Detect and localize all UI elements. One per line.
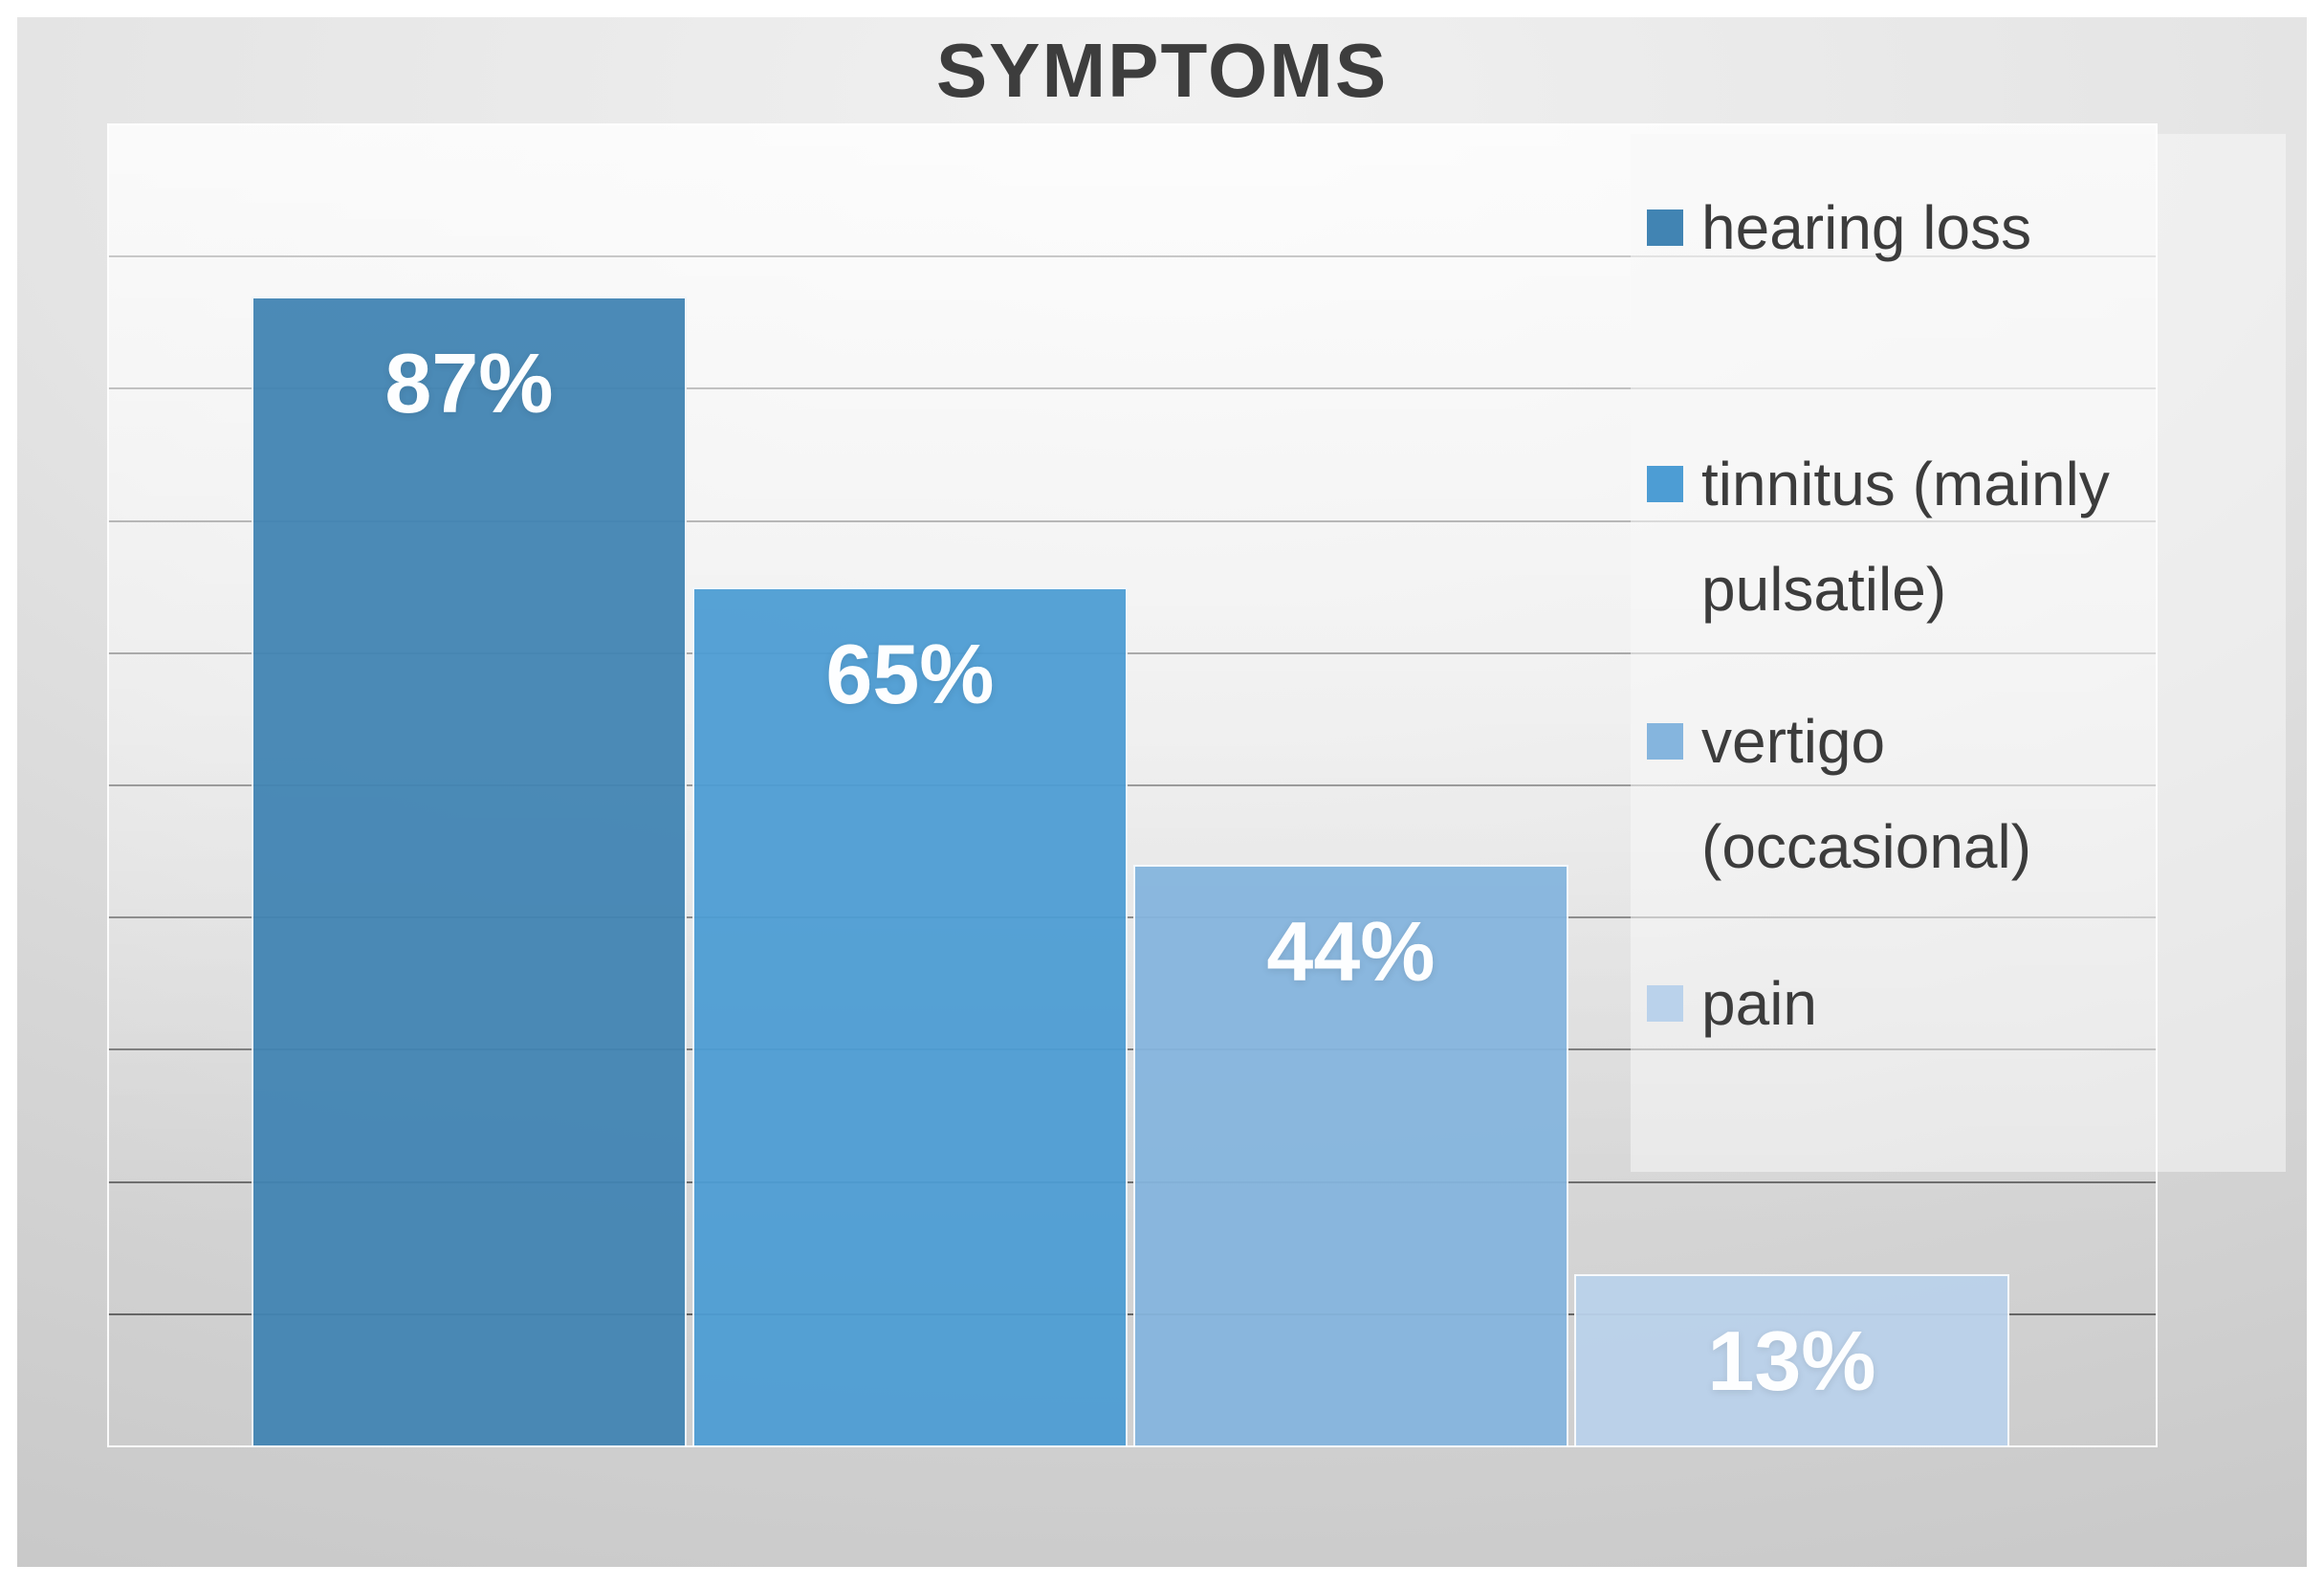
gridline [108,1048,2157,1050]
plot-border-right [2156,123,2158,1447]
gridline [108,1313,2157,1315]
gridline [108,520,2157,522]
legend-item-vertigo-occasional: vertigo (occasional) [1647,689,2031,899]
legend-item-hearing-loss: hearing loss [1647,175,2031,280]
legend-swatch-vertigo-occasional [1647,723,1683,760]
gridline [108,784,2157,786]
legend-label-tinnitus-mainly-pulsatile: tinnitus (mainly pulsatile) [1701,450,2110,624]
bar-label-vertigo-occasional: 44% [1266,904,1436,999]
plot-border-bottom [107,1445,2158,1447]
bar-hearing-loss [252,297,687,1446]
bar-label-tinnitus-mainly-pulsatile: 65% [825,627,995,721]
legend-swatch-hearing-loss [1647,209,1683,246]
gridline [108,1181,2157,1183]
legend-item-pain: pain [1647,951,1817,1056]
bar-label-pain: 13% [1707,1313,1876,1408]
gridlines [108,124,2157,1446]
gridline [108,387,2157,389]
legend-swatch-tinnitus-mainly-pulsatile [1647,466,1683,502]
legend-swatch-pain [1647,985,1683,1022]
plot-border-left [107,123,109,1447]
legend-item-tinnitus-mainly-pulsatile: tinnitus (mainly pulsatile) [1647,431,2110,642]
gridline [108,916,2157,918]
legend-label-vertigo-occasional: vertigo (occasional) [1701,707,2032,881]
bar-pain [1574,1274,2009,1446]
bar-tinnitus-mainly-pulsatile [692,587,1128,1446]
plot-border-top [107,123,2158,125]
bar-label-hearing-loss: 87% [384,336,554,430]
bar-series: 87% 65% 44% 13% [108,124,2157,1446]
chart-title: SYMPTOMS [935,28,1389,113]
bar-vertigo-occasional [1133,865,1568,1446]
gridline [108,255,2157,257]
legend-panel [1631,134,2286,1172]
legend-label-hearing-loss: hearing loss [1701,193,2032,262]
legend-label-pain: pain [1701,969,1817,1038]
gridline [108,652,2157,654]
